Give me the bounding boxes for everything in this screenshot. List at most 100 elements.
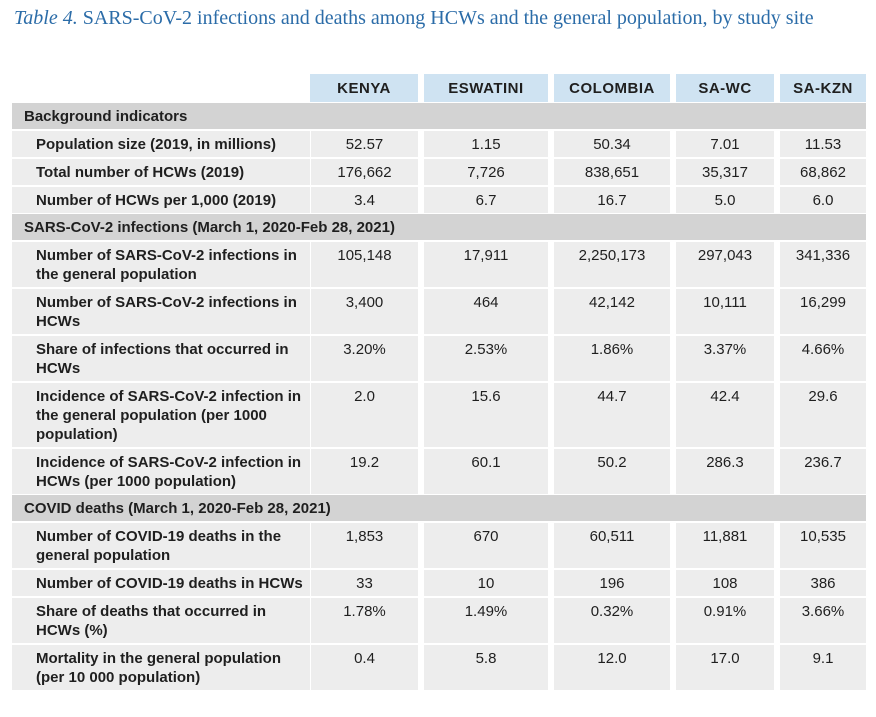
table-row: Share of deaths that occurred in HCWs (%… [12, 596, 866, 643]
table-row: Number of COVID-19 deaths in HCWs 33 10 … [12, 568, 866, 596]
cell-value: 0.32% [548, 596, 670, 643]
cell-value: 60,511 [548, 521, 670, 568]
table-title: SARS-CoV-2 infections and deaths among H… [82, 7, 814, 29]
row-label: Number of SARS-CoV-2 infections in HCWs [12, 287, 310, 334]
cell-value: 297,043 [670, 240, 774, 287]
cell-value: 3.4 [310, 185, 418, 213]
cell-value: 386 [774, 568, 866, 596]
table-row: Total number of HCWs (2019) 176,662 7,72… [12, 157, 866, 185]
row-label: Number of HCWs per 1,000 (2019) [12, 185, 310, 213]
cell-value: 29.6 [774, 381, 866, 447]
table-row: Number of SARS-CoV-2 infections in the g… [12, 240, 866, 287]
cell-value: 42.4 [670, 381, 774, 447]
cell-value: 1.15 [418, 129, 548, 157]
table-caption: Table 4. SARS-CoV-2 infections and death… [14, 4, 864, 32]
cell-value: 108 [670, 568, 774, 596]
cell-value: 10,535 [774, 521, 866, 568]
cell-value: 2.0 [310, 381, 418, 447]
cell-value: 35,317 [670, 157, 774, 185]
cell-value: 0.4 [310, 643, 418, 690]
cell-value: 5.0 [670, 185, 774, 213]
row-label: Population size (2019, in millions) [12, 129, 310, 157]
column-header-sa-kzn: SA-KZN [774, 74, 866, 102]
cell-value: 286.3 [670, 447, 774, 494]
table-number: Table 4. [14, 7, 78, 29]
row-label: Number of SARS-CoV-2 infections in the g… [12, 240, 310, 287]
table-row: Incidence of SARS-CoV-2 infection in HCW… [12, 447, 866, 494]
section-title: SARS-CoV-2 infections (March 1, 2020-Feb… [12, 213, 866, 240]
cell-value: 10 [418, 568, 548, 596]
cell-value: 16,299 [774, 287, 866, 334]
section-header-row: Background indicators [12, 102, 866, 129]
cell-value: 60.1 [418, 447, 548, 494]
row-label: Incidence of SARS-CoV-2 infection in the… [12, 381, 310, 447]
cell-value: 33 [310, 568, 418, 596]
header-row: KENYA ESWATINI COLOMBIA SA-WC SA-KZN [12, 74, 866, 102]
cell-value: 17.0 [670, 643, 774, 690]
row-label: Share of infections that occurred in HCW… [12, 334, 310, 381]
cell-value: 52.57 [310, 129, 418, 157]
table-row: Number of SARS-CoV-2 infections in HCWs … [12, 287, 866, 334]
cell-value: 17,911 [418, 240, 548, 287]
cell-value: 4.66% [774, 334, 866, 381]
cell-value: 16.7 [548, 185, 670, 213]
cell-value: 12.0 [548, 643, 670, 690]
cell-value: 42,142 [548, 287, 670, 334]
cell-value: 1,853 [310, 521, 418, 568]
cell-value: 1.86% [548, 334, 670, 381]
cell-value: 3,400 [310, 287, 418, 334]
cell-value: 105,148 [310, 240, 418, 287]
cell-value: 10,111 [670, 287, 774, 334]
cell-value: 6.7 [418, 185, 548, 213]
cell-value: 176,662 [310, 157, 418, 185]
cell-value: 3.37% [670, 334, 774, 381]
row-label: Mortality in the general population (per… [12, 643, 310, 690]
section-header-row: COVID deaths (March 1, 2020-Feb 28, 2021… [12, 494, 866, 521]
cell-value: 2.53% [418, 334, 548, 381]
cell-value: 5.8 [418, 643, 548, 690]
cell-value: 236.7 [774, 447, 866, 494]
cell-value: 19.2 [310, 447, 418, 494]
section-title: COVID deaths (March 1, 2020-Feb 28, 2021… [12, 494, 866, 521]
column-header-sa-wc: SA-WC [670, 74, 774, 102]
table-row: Population size (2019, in millions) 52.5… [12, 129, 866, 157]
cell-value: 2,250,173 [548, 240, 670, 287]
cell-value: 1.78% [310, 596, 418, 643]
cell-value: 838,651 [548, 157, 670, 185]
cell-value: 68,862 [774, 157, 866, 185]
cell-value: 1.49% [418, 596, 548, 643]
row-label: Share of deaths that occurred in HCWs (%… [12, 596, 310, 643]
cell-value: 11,881 [670, 521, 774, 568]
cell-value: 9.1 [774, 643, 866, 690]
section-title: Background indicators [12, 102, 866, 129]
column-header-colombia: COLOMBIA [548, 74, 670, 102]
cell-value: 670 [418, 521, 548, 568]
cell-value: 50.2 [548, 447, 670, 494]
column-header-eswatini: ESWATINI [418, 74, 548, 102]
table-row: Number of HCWs per 1,000 (2019) 3.4 6.7 … [12, 185, 866, 213]
table-row: Share of infections that occurred in HCW… [12, 334, 866, 381]
table-row: Number of COVID-19 deaths in the general… [12, 521, 866, 568]
cell-value: 44.7 [548, 381, 670, 447]
cell-value: 0.91% [670, 596, 774, 643]
row-label: Incidence of SARS-CoV-2 infection in HCW… [12, 447, 310, 494]
column-header-kenya: KENYA [310, 74, 418, 102]
data-table: KENYA ESWATINI COLOMBIA SA-WC SA-KZN Bac… [12, 74, 866, 690]
row-label: Total number of HCWs (2019) [12, 157, 310, 185]
cell-value: 196 [548, 568, 670, 596]
cell-value: 7.01 [670, 129, 774, 157]
cell-value: 11.53 [774, 129, 866, 157]
cell-value: 50.34 [548, 129, 670, 157]
table-row: Incidence of SARS-CoV-2 infection in the… [12, 381, 866, 447]
cell-value: 3.66% [774, 596, 866, 643]
row-label: Number of COVID-19 deaths in the general… [12, 521, 310, 568]
cell-value: 3.20% [310, 334, 418, 381]
row-label: Number of COVID-19 deaths in HCWs [12, 568, 310, 596]
section-header-row: SARS-CoV-2 infections (March 1, 2020-Feb… [12, 213, 866, 240]
header-blank-cell [12, 74, 310, 102]
cell-value: 6.0 [774, 185, 866, 213]
cell-value: 341,336 [774, 240, 866, 287]
cell-value: 15.6 [418, 381, 548, 447]
cell-value: 7,726 [418, 157, 548, 185]
table-row: Mortality in the general population (per… [12, 643, 866, 690]
